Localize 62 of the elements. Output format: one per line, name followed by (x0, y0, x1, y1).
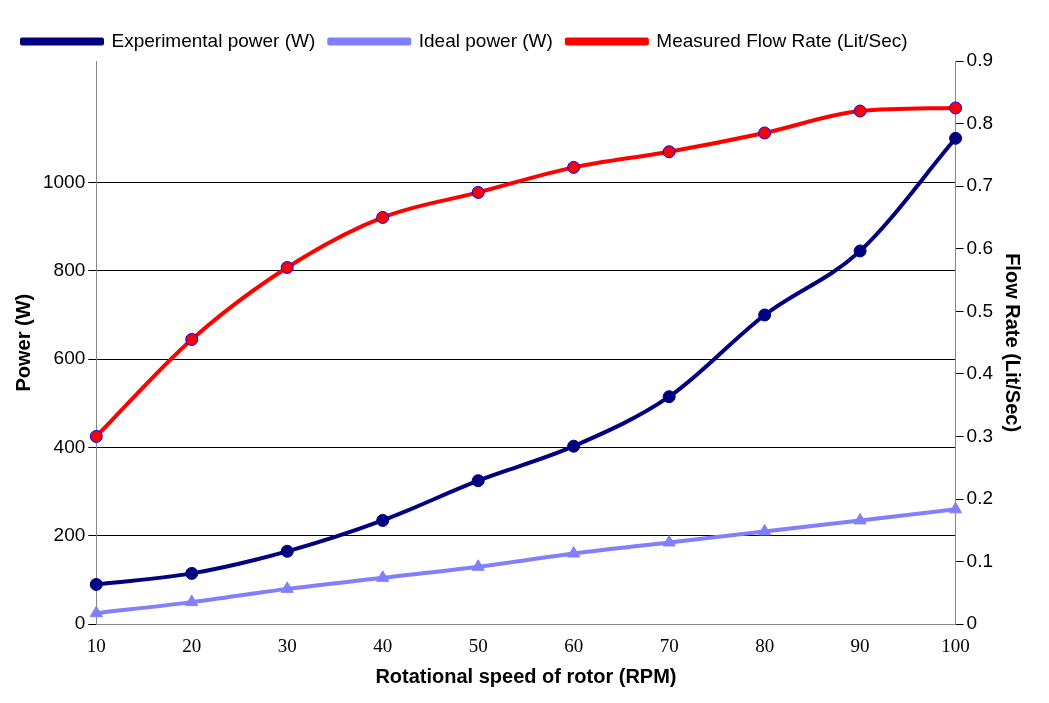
point (949, 501, 963, 514)
y2-tick-label: 0 (966, 612, 978, 634)
point (89, 577, 103, 591)
point (89, 429, 103, 443)
x-tick-label: 30 (277, 634, 297, 656)
point (185, 332, 199, 346)
point (949, 131, 963, 145)
point (280, 261, 294, 275)
y2-tick-label: 0.5 (966, 299, 994, 321)
point (567, 439, 581, 453)
y-axis-title: Power (W) (11, 293, 34, 392)
x-tick-label: 10 (86, 634, 106, 656)
x-tick-label: 60 (564, 634, 584, 656)
y2-tick-label: 0.4 (966, 362, 994, 384)
y2-tick-label: 0.6 (966, 236, 994, 258)
point (280, 544, 294, 558)
x-tick-label: 80 (755, 634, 775, 656)
point (471, 474, 485, 488)
y2-tick-label: 0.1 (966, 549, 994, 571)
legend-label: Experimental power (W) (111, 29, 316, 51)
point (758, 308, 772, 322)
y-tick-label: 0 (74, 612, 86, 634)
x-axis-title: Rotational speed of rotor (RPM) (375, 664, 677, 687)
point (758, 126, 772, 140)
point (471, 185, 485, 199)
x-tick-label: 70 (659, 634, 679, 656)
point (376, 570, 390, 582)
point (89, 605, 103, 618)
point (949, 101, 963, 115)
y-tick-label: 800 (53, 259, 86, 281)
y2-tick-label: 0.9 (966, 49, 994, 71)
y-tick-label: 400 (53, 435, 86, 457)
y-tick-label: 200 (53, 524, 86, 546)
y2-tick-label: 0.2 (966, 487, 994, 509)
y2-tick-label: 0.8 (966, 111, 994, 133)
point (376, 210, 390, 224)
x-tick-label: 40 (373, 634, 393, 656)
point (185, 594, 199, 607)
point (471, 559, 485, 571)
point (280, 581, 294, 593)
x-tick-label: 20 (182, 634, 202, 656)
y-tick-label: 1000 (42, 170, 86, 192)
point (853, 512, 867, 525)
point (662, 534, 676, 547)
point (567, 546, 581, 558)
legend-label: Ideal power (W) (418, 29, 553, 51)
y2-tick-label: 0.7 (966, 174, 994, 196)
point (376, 513, 390, 527)
y2-axis-title: Flow Rate (Lit/Sec) (1002, 253, 1025, 433)
x-tick-label: 90 (850, 634, 870, 656)
point (758, 523, 772, 536)
point (567, 160, 581, 174)
point (662, 390, 676, 404)
point (185, 566, 199, 580)
x-tick-label: 50 (468, 634, 488, 656)
y2-tick-label: 0.3 (966, 424, 994, 446)
point (662, 145, 676, 159)
point (853, 244, 867, 258)
y-tick-label: 600 (53, 347, 86, 369)
x-tick-label: 100 (941, 634, 970, 656)
legend-label: Measured Flow Rate (Lit/Sec) (656, 29, 908, 51)
point (853, 104, 867, 118)
